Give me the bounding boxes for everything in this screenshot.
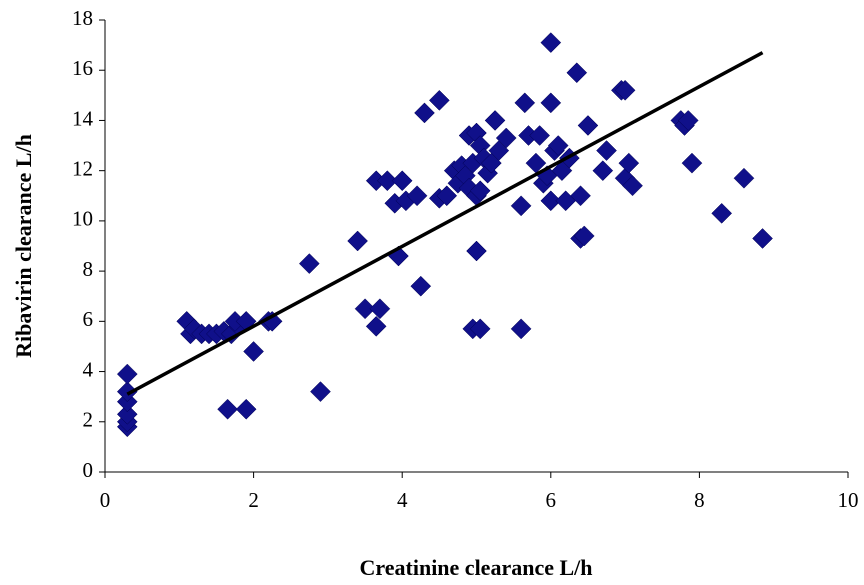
- point: [495, 127, 517, 149]
- point: [614, 79, 636, 101]
- point: [298, 253, 320, 274]
- y-axis-title: Ribavirin clearance L/h: [11, 134, 36, 358]
- point: [369, 298, 391, 320]
- point: [466, 240, 487, 262]
- point: [681, 152, 703, 174]
- point: [529, 125, 551, 146]
- y-tick-label: 8: [83, 257, 94, 281]
- point: [365, 316, 387, 337]
- point: [711, 203, 733, 224]
- point: [733, 167, 755, 189]
- point: [514, 92, 536, 114]
- point: [391, 170, 413, 192]
- point: [547, 135, 569, 156]
- point: [566, 62, 588, 84]
- point: [469, 318, 491, 340]
- trendline: [126, 51, 764, 396]
- point: [310, 381, 331, 402]
- point: [347, 230, 368, 252]
- point: [484, 110, 506, 131]
- point: [540, 92, 562, 114]
- point: [116, 363, 138, 385]
- point: [410, 275, 432, 297]
- point: [677, 110, 699, 131]
- point: [592, 160, 614, 182]
- y-tick-label: 18: [72, 6, 93, 30]
- point: [573, 225, 595, 247]
- point: [354, 298, 376, 320]
- x-tick-label: 10: [838, 488, 859, 512]
- y-tick-label: 14: [72, 106, 94, 130]
- point: [570, 185, 591, 207]
- point: [469, 180, 491, 202]
- y-tick-label: 10: [72, 207, 93, 231]
- point: [116, 403, 138, 425]
- point: [596, 140, 617, 161]
- y-tick-label: 12: [72, 156, 93, 180]
- point: [577, 115, 599, 136]
- x-tick-label: 8: [694, 488, 705, 512]
- x-axis-title: Creatinine clearance L/h: [360, 555, 593, 580]
- y-tick-label: 2: [83, 408, 94, 432]
- x-tick-label: 6: [546, 488, 557, 512]
- point: [376, 170, 398, 192]
- y-tick-label: 0: [83, 458, 94, 482]
- point: [622, 175, 643, 197]
- point: [540, 32, 562, 53]
- point: [436, 185, 458, 207]
- point: [752, 228, 773, 249]
- y-tick-label: 6: [83, 307, 94, 331]
- point: [414, 102, 435, 124]
- x-tick-label: 0: [100, 488, 111, 512]
- y-tick-label: 4: [83, 357, 94, 381]
- point: [243, 341, 264, 362]
- point: [510, 318, 532, 340]
- point: [217, 398, 238, 420]
- point: [510, 195, 532, 217]
- point: [428, 90, 450, 111]
- y-tick-label: 16: [72, 56, 93, 80]
- point: [540, 190, 562, 212]
- point: [235, 398, 257, 420]
- x-tick-label: 4: [397, 488, 408, 512]
- point: [618, 152, 640, 174]
- point: [116, 381, 138, 402]
- x-tick-label: 2: [248, 488, 259, 512]
- point: [406, 185, 428, 207]
